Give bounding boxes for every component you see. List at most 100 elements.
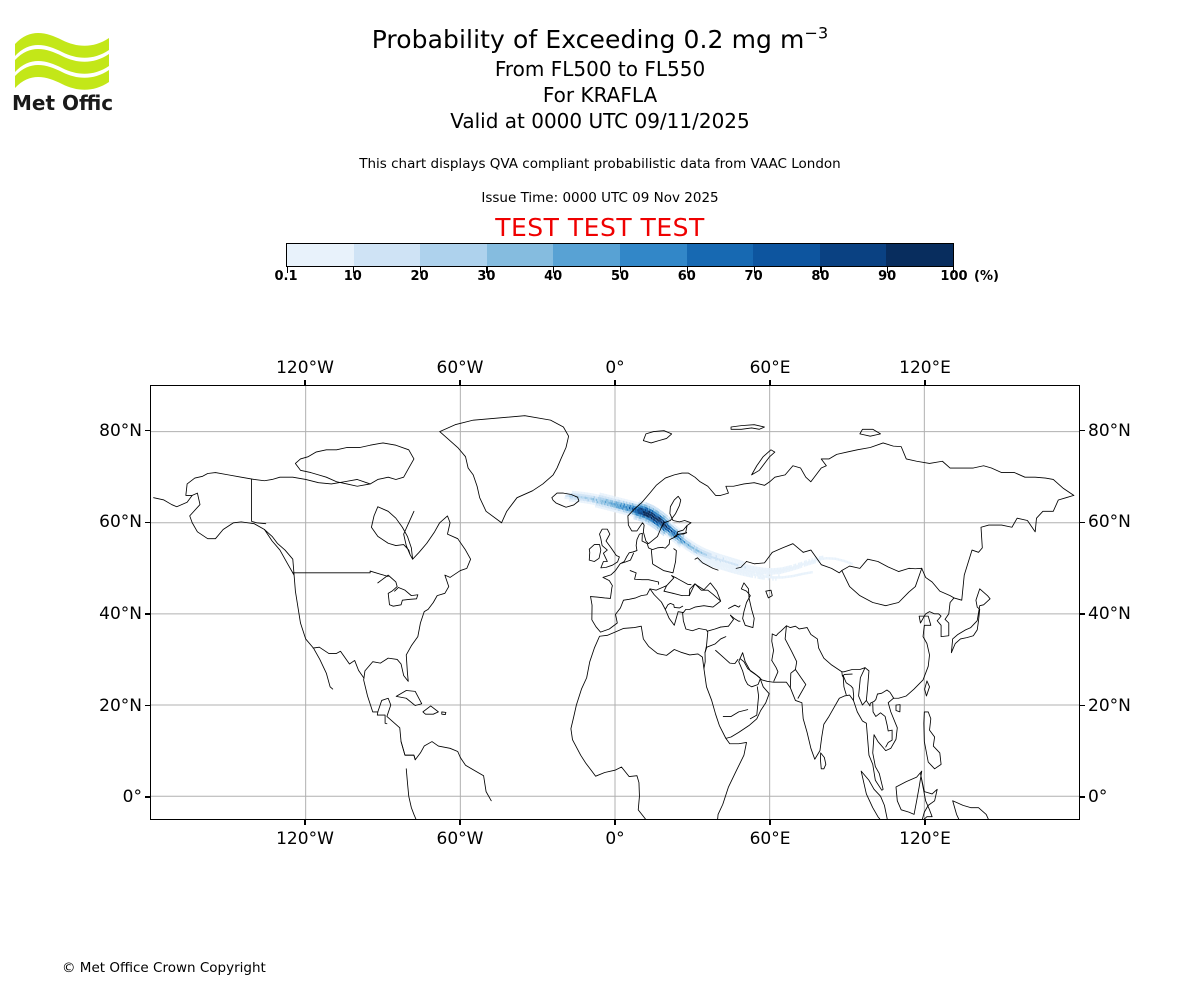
colorbar-swatch-7 <box>753 244 820 266</box>
colorbar-label-80: 80 <box>811 269 830 284</box>
met-office-logo: Met Office <box>12 26 112 114</box>
y-tick-label-right-4: 0° <box>1088 787 1108 808</box>
x-tick-label-top-4: 120°E <box>899 358 951 378</box>
y-tick-mark-left-4 <box>145 796 150 798</box>
chart-title-block: Probability of Exceeding 0.2 mg m−3 From… <box>0 24 1200 134</box>
coastline-segment-64-0 <box>722 709 749 717</box>
x-tick-mark-bottom-0 <box>304 820 306 825</box>
coastline-segment-24-0 <box>740 582 755 629</box>
coastline-segment-20-0 <box>923 711 942 770</box>
coastline-segment-58-0 <box>728 614 734 627</box>
y-tick-label-right-0: 80°N <box>1088 420 1131 441</box>
flight-level-subtitle: From FL500 to FL550 <box>494 57 706 81</box>
x-tick-label-bottom-3: 60°E <box>749 829 791 849</box>
x-tick-mark-top-4 <box>924 380 926 385</box>
coastline-segment-74-0 <box>842 675 855 701</box>
coastline-segment-57-0 <box>730 614 741 622</box>
coastline-segment-26-0 <box>688 583 722 602</box>
colorbar-label-10: 10 <box>343 269 362 284</box>
colorbar-tick-3 <box>486 267 488 273</box>
coastline-segment-85-0 <box>841 567 923 607</box>
y-tick-mark-right-4 <box>1080 796 1085 798</box>
colorbar-tick-1 <box>352 267 354 273</box>
colorbar-label-0.1: 0.1 <box>274 269 298 284</box>
coastline-segment-42-0 <box>376 711 388 725</box>
x-tick-mark-bottom-4 <box>924 820 926 825</box>
coastline-segment-47-0 <box>673 525 688 537</box>
coastline-segment-5-0 <box>264 529 295 576</box>
x-tick-label-bottom-0: 120°W <box>276 829 334 849</box>
coastline-segment-52-0 <box>664 602 684 610</box>
coastline-segment-13-0 <box>725 658 770 739</box>
coastline-segment-71-0 <box>806 627 866 673</box>
colorbar-tick-10 <box>952 267 954 273</box>
x-tick-label-top-1: 60°W <box>436 358 484 378</box>
coastline-segment-41-0 <box>312 646 365 679</box>
y-tick-label-right-2: 40°N <box>1088 603 1131 624</box>
coastline-segment-32-0 <box>859 428 881 437</box>
y-tick-mark-left-2 <box>145 613 150 615</box>
coastline-segment-77-0 <box>877 689 895 699</box>
coastline-segment-25-0 <box>765 589 773 599</box>
coastline-segment-75-0 <box>864 667 878 707</box>
coastline-segment-63-0 <box>715 649 739 665</box>
coastlines-layer <box>153 415 1075 819</box>
coastline-segment-69-0 <box>784 625 798 689</box>
y-tick-mark-right-0 <box>1080 430 1085 432</box>
coastline-segment-35-0 <box>441 711 447 716</box>
colorbar-swatch-9 <box>886 244 953 266</box>
test-banner: TEST TEST TEST <box>495 213 705 242</box>
coastline-segment-29-0 <box>642 430 673 444</box>
coastline-segment-83-0 <box>841 558 923 572</box>
y-tick-mark-left-0 <box>145 430 150 432</box>
colorbar-tick-2 <box>419 267 421 273</box>
coastline-segment-79-0 <box>802 549 843 574</box>
coastline-segment-38-0 <box>377 574 419 607</box>
y-tick-label-right-1: 60°N <box>1088 512 1131 533</box>
colorbar-tick-6 <box>686 267 688 273</box>
coastline-segment-73-0 <box>842 675 847 695</box>
coastline-segment-51-0 <box>649 585 668 592</box>
coastline-segment-2-1 <box>153 492 334 690</box>
colorbar-label-100: 100 <box>940 269 968 284</box>
y-tick-label-left-0: 80°N <box>99 420 142 441</box>
coastline-segment-34-0 <box>422 705 439 715</box>
coastline-segment-50-0 <box>666 575 675 587</box>
colorbar-label-30: 30 <box>477 269 496 284</box>
x-tick-mark-top-0 <box>304 380 306 385</box>
coastline-segment-66-0 <box>771 625 808 637</box>
ash-probability-map[interactable] <box>150 385 1080 820</box>
coastline-segment-78-0 <box>858 667 867 706</box>
colorbar-label-90: 90 <box>878 269 897 284</box>
y-tick-mark-left-3 <box>145 704 150 707</box>
y-tick-mark-right-1 <box>1080 521 1085 524</box>
colorbar-tick-4 <box>553 267 555 273</box>
coastline-segment-44-0 <box>621 552 634 564</box>
colorbar-ticks <box>286 267 954 275</box>
colorbar-swatches <box>286 243 954 267</box>
coastline-segment-0-0 <box>570 625 747 819</box>
coastline-segment-59-0 <box>720 625 729 628</box>
colorbar-label-70: 70 <box>744 269 763 284</box>
coastline-segment-28-0 <box>588 544 602 562</box>
coastline-segment-21-0 <box>920 772 938 819</box>
coastline-segment-17-0 <box>860 770 888 819</box>
coastline-segment-65-0 <box>749 686 760 720</box>
coastline-segment-43-0 <box>629 570 660 585</box>
coastline-segment-10-0 <box>405 768 417 819</box>
coastline-segment-49-0 <box>671 575 692 586</box>
qva-note: This chart displays QVA compliant probab… <box>359 156 841 172</box>
coastline-segment-22-0 <box>952 800 989 819</box>
y-tick-label-left-2: 40°N <box>99 603 142 624</box>
coastline-segment-3-0 <box>551 492 580 508</box>
issue-time: Issue Time: 0000 UTC 09 Nov 2025 <box>481 190 719 206</box>
coastline-segment-37-0 <box>895 704 901 713</box>
x-tick-mark-bottom-2 <box>614 820 616 825</box>
coastline-segment-23-0 <box>820 752 827 770</box>
coastline-segment-60-0 <box>706 626 722 632</box>
y-tick-label-left-3: 20°N <box>99 695 142 716</box>
met-office-wordmark: Met Office <box>12 91 112 114</box>
colorbar-tick-9 <box>887 267 889 273</box>
colorbar-label-20: 20 <box>410 269 429 284</box>
colorbar-swatch-3 <box>486 244 554 266</box>
